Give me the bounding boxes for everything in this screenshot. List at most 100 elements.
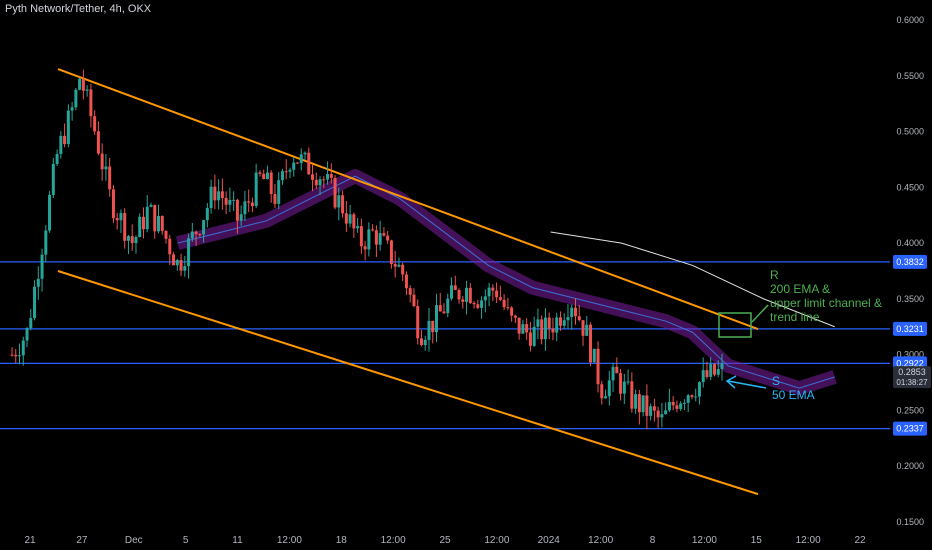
level-price-tag: [893, 321, 927, 336]
candle-body: [337, 195, 341, 208]
candle-body: [250, 202, 254, 207]
candle-body: [220, 191, 224, 198]
candle-body: [389, 240, 393, 265]
candle-body: [416, 306, 420, 339]
candle-body: [363, 246, 367, 250]
x-tick-label: 12:00: [381, 535, 406, 546]
candle-body: [697, 382, 701, 397]
candle-body: [367, 229, 371, 250]
x-tick-label: 18: [336, 535, 348, 546]
candle-body: [29, 318, 33, 329]
candle-body: [378, 233, 382, 245]
x-tick-label: 22: [854, 535, 866, 546]
candle-body: [592, 348, 596, 363]
y-tick-label: 0.5500: [896, 71, 924, 81]
candle-body: [115, 218, 119, 221]
candle-body: [333, 177, 337, 208]
candle-body: [202, 220, 206, 235]
candle-body: [326, 174, 330, 180]
candle-body: [679, 403, 683, 409]
candle-body: [476, 304, 480, 308]
y-tick-label: 0.4000: [896, 238, 924, 248]
candle-body: [130, 236, 134, 244]
candle-body: [239, 214, 243, 221]
candle-body: [596, 348, 600, 385]
candle-body: [438, 305, 442, 312]
resistance-annotation-line: trend line: [770, 310, 820, 324]
x-tick-label: 8: [650, 535, 656, 546]
y-tick-label: 0.5000: [896, 127, 924, 137]
candle-body: [160, 216, 164, 231]
candle-body: [386, 235, 390, 241]
x-tick-label: 12:00: [277, 535, 302, 546]
candle-body: [547, 317, 551, 329]
candle-body: [709, 364, 713, 377]
candle-body: [675, 405, 679, 409]
y-tick-label: 0.6000: [896, 15, 924, 25]
level-price-label: 0.3231: [896, 324, 924, 334]
candle-body: [450, 285, 454, 299]
candle-body: [36, 278, 40, 287]
level-price-tag: [893, 421, 927, 436]
chart-title: Pyth Network/Tether, 4h, OKX: [5, 3, 152, 15]
candle-body: [329, 174, 333, 178]
candle-body: [85, 89, 89, 91]
candle-body: [446, 298, 450, 314]
current-price-label: 0.2853: [898, 367, 926, 377]
resistance-box: [718, 312, 752, 338]
candle-body: [543, 317, 547, 340]
candle-body: [652, 406, 656, 411]
candle-body: [235, 199, 239, 221]
candle-body: [123, 213, 127, 241]
candle-body: [641, 395, 645, 413]
candle-body: [190, 231, 194, 239]
candle-body: [78, 78, 82, 90]
candle-body: [296, 162, 300, 164]
x-tick-label: 2024: [538, 535, 561, 546]
candle-body: [566, 317, 570, 321]
candle-body: [205, 208, 209, 221]
candle-body: [434, 305, 438, 333]
candle-body: [273, 193, 277, 204]
candle-body: [660, 414, 664, 418]
candle-body: [344, 213, 348, 224]
candle-body: [581, 320, 585, 336]
candle-body: [607, 380, 611, 397]
candle-body: [262, 173, 266, 180]
y-tick-label: 0.3500: [896, 294, 924, 304]
candle-body: [217, 191, 221, 201]
y-tick-label: 0.1500: [896, 517, 924, 527]
candle-body: [265, 172, 269, 180]
candle-body: [74, 89, 78, 108]
y-tick-label: 0.2500: [896, 405, 924, 415]
candle-body: [175, 260, 179, 266]
x-tick-label: 5: [183, 535, 189, 546]
x-tick-label: 12:00: [484, 535, 509, 546]
candle-body: [480, 300, 484, 308]
candle-body: [157, 216, 161, 232]
candle-body: [322, 179, 326, 181]
ema-200-line: [550, 231, 835, 328]
candle-body: [506, 307, 510, 309]
resistance-annotation-line: 200 EMA &: [770, 282, 831, 296]
candle-body: [393, 264, 397, 267]
candle-body: [483, 296, 487, 301]
candle-body: [100, 153, 104, 170]
candle-body: [551, 328, 555, 333]
candle-body: [622, 381, 626, 394]
channel-line: [57, 68, 759, 330]
candle-body: [502, 299, 506, 308]
candle-body: [25, 328, 29, 341]
candle-body: [404, 274, 408, 289]
candle-body: [138, 216, 142, 238]
candle-body: [194, 231, 198, 235]
candle-body: [209, 186, 213, 209]
candle-body: [374, 230, 378, 245]
candle-body: [141, 216, 145, 230]
candle-body: [341, 195, 345, 214]
candle-body: [359, 226, 363, 247]
level-price-tag: [893, 254, 927, 269]
candle-body: [198, 234, 202, 236]
candle-body: [423, 339, 427, 346]
